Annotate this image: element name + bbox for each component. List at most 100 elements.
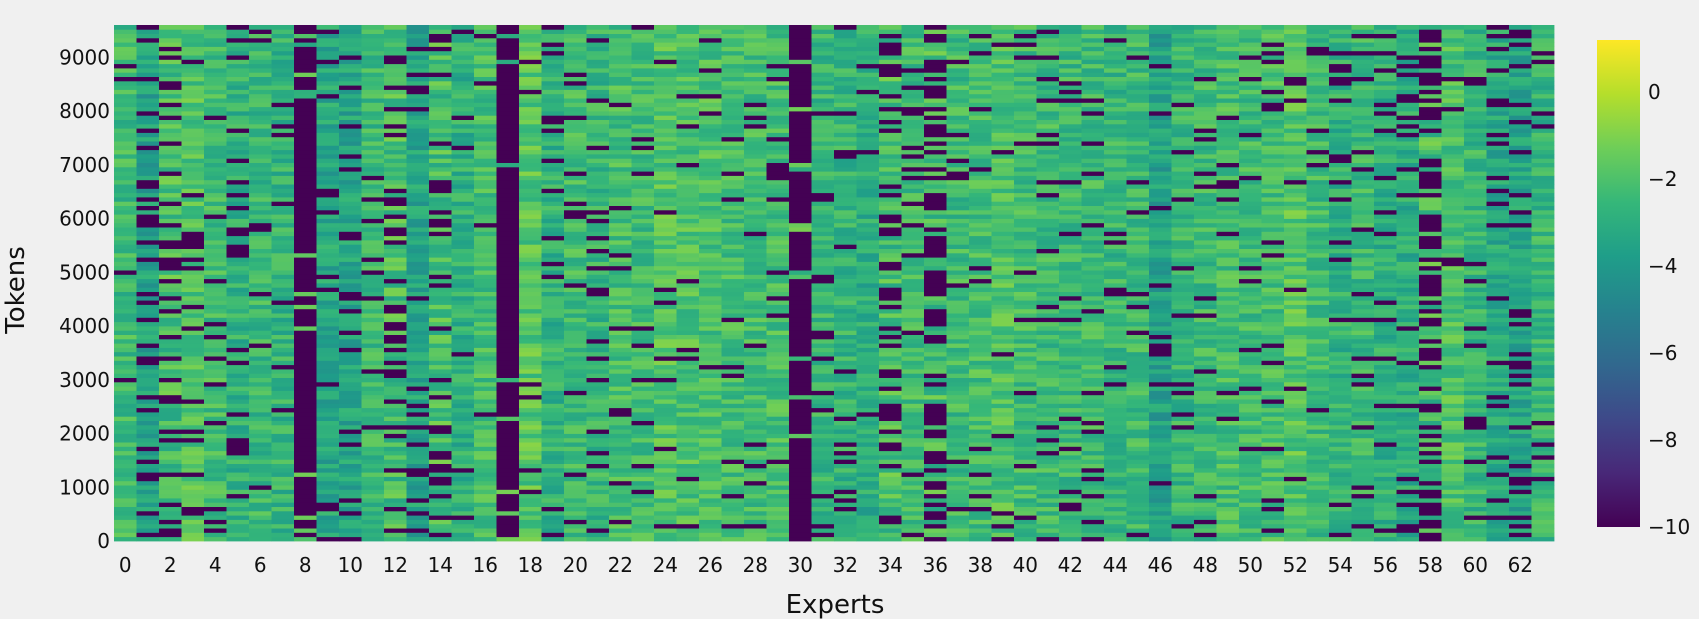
heatmap-cell	[361, 510, 385, 516]
heatmap-cell	[226, 218, 250, 224]
heatmap-cell	[474, 399, 497, 404]
heatmap-cell	[361, 85, 385, 90]
heatmap-cell	[294, 111, 317, 116]
heatmap-cell	[181, 171, 205, 176]
heatmap-cell	[924, 37, 947, 43]
heatmap-cell	[856, 364, 880, 370]
heatmap-cell	[339, 46, 362, 52]
heatmap-cell	[249, 93, 272, 99]
heatmap-cell	[181, 149, 205, 155]
heatmap-cell	[609, 98, 632, 103]
heatmap-cell	[384, 347, 407, 353]
heatmap-cell	[991, 42, 1015, 47]
heatmap-cell	[361, 343, 385, 348]
heatmap-cell	[946, 76, 970, 82]
heatmap-cell	[451, 424, 475, 430]
heatmap-cell	[316, 123, 340, 129]
heatmap-cell	[811, 420, 835, 426]
heatmap-cell	[451, 467, 475, 473]
heatmap-cell	[249, 149, 272, 155]
heatmap-cell	[271, 72, 295, 77]
heatmap-cell	[181, 519, 205, 525]
heatmap-cell	[474, 214, 497, 219]
heatmap-cell	[834, 80, 857, 86]
heatmap-cell	[946, 59, 970, 65]
heatmap-cell	[226, 399, 250, 404]
heatmap-cell	[699, 278, 722, 284]
heatmap-cell	[136, 424, 160, 430]
heatmap-cell	[766, 33, 790, 39]
heatmap-cell	[991, 235, 1015, 241]
heatmap-cell	[1014, 128, 1037, 133]
heatmap-cell	[294, 416, 317, 421]
heatmap-cell	[789, 343, 812, 348]
heatmap-cell	[294, 227, 317, 232]
heatmap-cell	[136, 46, 160, 52]
heatmap-cell	[744, 98, 767, 103]
heatmap-cell	[1014, 489, 1037, 495]
heatmap-cell	[496, 330, 520, 335]
heatmap-cell	[361, 300, 385, 305]
heatmap-cell	[856, 231, 880, 237]
heatmap-cell	[654, 403, 677, 409]
heatmap-cell	[991, 141, 1015, 146]
heatmap-cell	[271, 278, 295, 284]
heatmap-cell	[1014, 287, 1037, 292]
heatmap-cell	[969, 420, 992, 426]
heatmap-cell	[384, 244, 407, 249]
heatmap-cell	[249, 502, 272, 507]
heatmap-cell	[744, 485, 767, 490]
heatmap-cell	[811, 179, 835, 185]
heatmap-cell	[496, 50, 520, 56]
heatmap-cell	[721, 450, 745, 456]
heatmap-cell	[226, 128, 250, 133]
heatmap-cell	[271, 222, 295, 228]
heatmap-cell	[181, 506, 205, 512]
heatmap-cell	[361, 283, 385, 288]
heatmap-cell	[1014, 141, 1037, 146]
heatmap-cell	[384, 476, 407, 482]
heatmap-cell	[924, 390, 947, 396]
heatmap-cell	[519, 313, 542, 318]
heatmap-cell	[721, 25, 745, 30]
heatmap-cell	[429, 188, 452, 194]
heatmap-cell	[136, 261, 160, 267]
heatmap-cell	[496, 308, 520, 314]
heatmap-cell	[496, 502, 520, 507]
heatmap-cell	[564, 89, 587, 95]
heatmap-cell	[631, 498, 655, 503]
heatmap-cell	[204, 519, 227, 525]
heatmap-cell	[721, 381, 745, 387]
heatmap-cell	[586, 399, 610, 404]
heatmap-cell	[361, 493, 385, 499]
heatmap-cell	[384, 214, 407, 219]
heatmap-cell	[946, 390, 970, 396]
heatmap-cell	[429, 343, 452, 348]
heatmap-column-expert-18	[519, 25, 542, 542]
heatmap-cell	[519, 261, 542, 267]
heatmap-cell	[181, 433, 205, 439]
heatmap-cell	[901, 446, 925, 452]
heatmap-cell	[361, 442, 385, 447]
heatmap-cell	[609, 50, 632, 56]
heatmap-cell	[676, 252, 700, 258]
heatmap-cell	[339, 179, 362, 185]
heatmap-cell	[654, 313, 677, 318]
heatmap-cell	[384, 265, 407, 271]
heatmap-cell	[879, 536, 902, 542]
heatmap-cell	[384, 188, 407, 194]
heatmap-cell	[991, 343, 1015, 348]
heatmap-cell	[226, 528, 250, 533]
heatmap-cell	[496, 265, 520, 271]
heatmap-cell	[339, 536, 362, 542]
heatmap-cell	[586, 184, 610, 189]
heatmap-cell	[159, 523, 182, 529]
heatmap-cell	[271, 141, 295, 146]
heatmap-cell	[879, 493, 902, 499]
heatmap-cell	[924, 205, 947, 211]
heatmap-cell	[654, 29, 677, 34]
heatmap-cell	[654, 493, 677, 499]
heatmap-cell	[586, 136, 610, 142]
heatmap-cell	[744, 37, 767, 43]
heatmap-cell	[991, 46, 1015, 52]
